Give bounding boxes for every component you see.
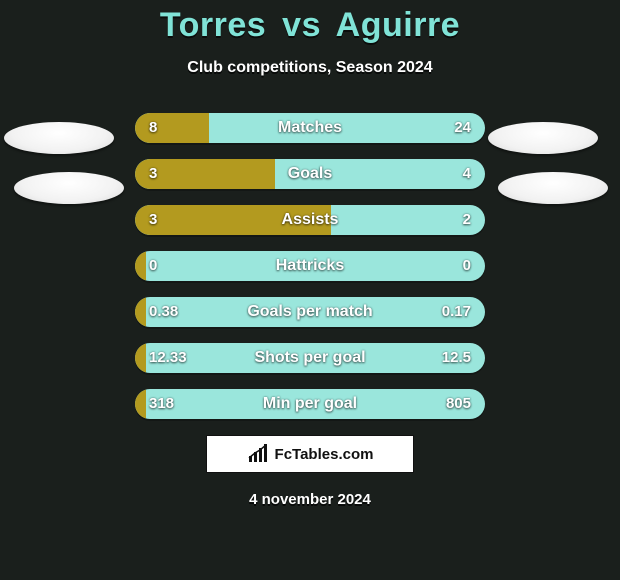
metric-row: 0Hattricks0 xyxy=(135,251,485,281)
metric-value-right: 12.5 xyxy=(442,343,471,373)
subtitle: Club competitions, Season 2024 xyxy=(0,59,620,77)
metric-label: Matches xyxy=(135,113,485,143)
page-root: Torres vs Aguirre Club competitions, Sea… xyxy=(0,0,620,580)
metric-rows: 8Matches24 3Goals4 3Assists2 0Hattricks0 0.3… xyxy=(135,113,485,419)
left-avatar-oval xyxy=(4,122,114,154)
metric-value-right: 805 xyxy=(446,389,471,419)
metric-label: Hattricks xyxy=(135,251,485,281)
metric-label: Goals xyxy=(135,159,485,189)
metric-row: 318Min per goal805 xyxy=(135,389,485,419)
brand-box: FcTables.com xyxy=(206,435,414,473)
date-text: 4 november 2024 xyxy=(0,491,620,508)
metric-value-right: 4 xyxy=(463,159,471,189)
metric-row: 8Matches24 xyxy=(135,113,485,143)
brand-icon xyxy=(247,444,271,464)
title-player2: Aguirre xyxy=(336,6,460,44)
title-player1: Torres xyxy=(160,6,266,44)
chart-area: 8Matches24 3Goals4 3Assists2 0Hattricks0 0.3… xyxy=(0,113,620,419)
metric-label: Min per goal xyxy=(135,389,485,419)
left-avatar-oval xyxy=(14,172,124,204)
metric-label: Goals per match xyxy=(135,297,485,327)
brand-text: FcTables.com xyxy=(275,446,374,463)
metric-label: Assists xyxy=(135,205,485,235)
metric-value-right: 0.17 xyxy=(442,297,471,327)
metric-row: 3Goals4 xyxy=(135,159,485,189)
metric-value-right: 2 xyxy=(463,205,471,235)
metric-value-right: 24 xyxy=(454,113,471,143)
title-vs: vs xyxy=(282,6,321,44)
page-title: Torres vs Aguirre xyxy=(0,0,620,45)
metric-row: 3Assists2 xyxy=(135,205,485,235)
metric-value-right: 0 xyxy=(463,251,471,281)
metric-row: 12.33Shots per goal12.5 xyxy=(135,343,485,373)
metric-label: Shots per goal xyxy=(135,343,485,373)
metric-row: 0.38Goals per match0.17 xyxy=(135,297,485,327)
right-avatar-oval xyxy=(488,122,598,154)
right-avatar-oval xyxy=(498,172,608,204)
